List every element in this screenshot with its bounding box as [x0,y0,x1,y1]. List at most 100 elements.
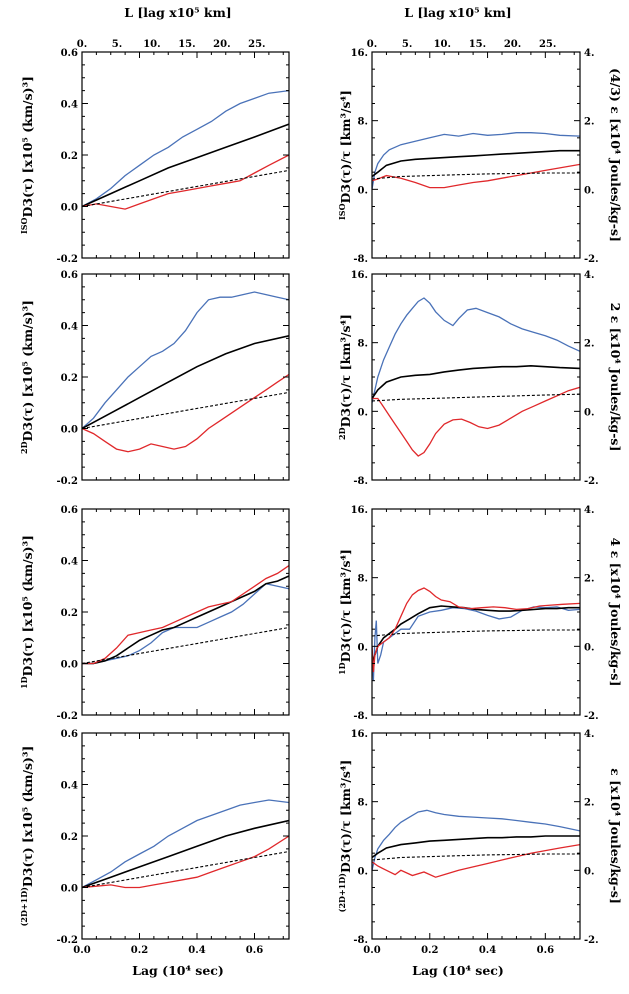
y-axis-label: ISOD3(τ) [x10⁵ (km/s)³] [19,76,35,234]
top-label-left: L [lag x10⁵ km] [124,5,231,20]
y-tick-label: -8. [353,476,368,487]
y-tick-label: 0.2 [61,373,78,384]
y-axis-label: (2D+1D)D3(τ) [x10⁵ (km/s)³] [19,746,35,927]
series-dashed-line [372,853,580,861]
right-tick-label: 0. [584,185,594,196]
x-tick-label: 0.4 [188,945,205,956]
y-tick-label: 0.2 [61,608,78,619]
right-tick-label: 0. [584,642,594,653]
y-tick-label: 0. [358,407,368,418]
series-blue-line [372,606,580,681]
series-black-line [372,149,580,178]
y-label-prefix: (2D+1D) [337,873,347,912]
top-tick-label: 20. [213,39,230,50]
y-tick-label: 0.6 [61,270,78,281]
panels: 0. 5. 10. 15. 20. 25.-0.20.00.20.40.6ISOD3(τ)… [19,39,623,956]
series-dashed-line [372,629,580,637]
series-black-line [372,835,580,859]
series-black-line [82,123,289,208]
y-axis-label: 2DD3(τ) [x10⁵ (km/s)³] [19,300,35,454]
y-tick-label: 0. [358,642,368,653]
series-blue-line [372,809,580,871]
y-label-prefix: (2D+1D) [19,887,29,926]
y-tick-label: -8. [353,935,368,946]
y-tick-label: 0.4 [61,100,78,111]
y-label-prefix: 2D [19,441,29,454]
series-blue-line [82,291,289,429]
top-tick-label: 15. [469,39,486,50]
top-tick-label: 20. [504,39,521,50]
series-dashed-line [372,172,580,180]
series-dashed-line [82,391,289,430]
panel-left-4: 0.0 0.2 0.4 0.6-0.20.00.20.40.6(2D+1D)D3(τ)… [19,729,290,956]
y-tick-label: 0.6 [61,505,78,516]
panel-right-3: -8. 0. 8. 16. -2. 0. 2. 4. 1DD3(τ)/τ [km³/s⁴] 4 ε… [337,505,623,722]
y-label-text: D3(τ)/τ [km³/s⁴] [338,314,353,427]
series-blue-line [82,582,289,665]
y-tick-label: -8. [353,254,368,265]
y-label-prefix: ISO [337,203,347,220]
panel-right-2: -8. 0. 8. 16. -2. 0. 2. 4. 2DD3(τ)/τ [km³/s⁴] 2 ε… [337,270,623,487]
right-tick-label: -2. [584,254,599,265]
y-tick-label: 8. [358,117,368,128]
series-dashed-line [82,850,289,889]
y-tick-label: 16. [351,505,368,516]
y-tick-label: 16. [351,48,368,59]
y-tick-label: 0. [358,866,368,877]
top-tick-label: 0. [367,39,377,50]
right-tick-label: 0. [584,866,594,877]
series-red-line [82,835,289,889]
right-axis-label: (4/3) ε [x10⁴ Joules/kg-s] [608,68,623,242]
y-tick-label: 0.0 [61,660,78,671]
y-axis-label: (2D+1D)D3(τ)/τ [km³/s⁴] [337,760,353,913]
y-tick-label: 0.2 [61,151,78,162]
x-tick-label: 0.2 [421,945,438,956]
y-tick-label: 0. [358,185,368,196]
y-tick-label: 0.4 [61,781,78,792]
plot-frame [81,273,290,481]
y-axis-label: 1DD3(τ) [x10⁵ (km/s)³] [19,535,35,689]
top-tick-label: 5. [112,39,122,50]
right-tick-label: 4. [584,729,594,740]
y-tick-label: 0.4 [61,322,78,333]
y-tick-label: 0.4 [61,557,78,568]
right-tick-label: -2. [584,935,599,946]
right-axis-label: ε [x10⁴ Joules/kg-s] [608,768,623,904]
y-label-prefix: 2D [337,427,347,440]
top-tick-label: 0. [77,39,87,50]
right-axis-label: 2 ε [x10⁴ Joules/kg-s] [608,303,623,452]
y-tick-label: 16. [351,270,368,281]
right-tick-label: 2. [584,339,594,350]
top-label-right: L [lag x10⁵ km] [404,5,511,20]
panel-right-4: 0.0 0.2 0.4 0.6 -8. 0. 8. 16. -2. 0. 2. 4. (2D+1D)D3… [337,729,623,956]
y-axis-label: 2DD3(τ)/τ [km³/s⁴] [337,314,353,440]
y-axis-label: ISOD3(τ)/τ [km³/s⁴] [337,90,353,220]
right-tick-label: 2. [584,798,594,809]
right-tick-label: 2. [584,117,594,128]
series-black-line [82,819,289,889]
y-tick-label: 0.2 [61,832,78,843]
bottom-label-right: Lag (10⁴ sec) [412,963,504,978]
series-dashed-line [82,626,289,665]
y-label-text: D3(τ) [x10⁵ (km/s)³] [20,76,35,217]
right-tick-label: 0. [584,407,594,418]
top-tick-label: 15. [178,39,195,50]
y-label-prefix: 1D [19,676,29,689]
series-red-line [372,843,580,878]
y-tick-label: -0.2 [56,711,78,722]
series-black-line [82,575,289,665]
series-red-line [372,386,580,457]
x-tick-label: 0.4 [479,945,496,956]
y-tick-label: 8. [358,798,368,809]
y-tick-label: 8. [358,339,368,350]
x-tick-label: 0.0 [363,945,380,956]
y-tick-label: -0.2 [56,476,78,487]
series-black-line [82,335,289,430]
bottom-label-left: Lag (10⁴ sec) [132,963,224,978]
series-blue-line [82,799,289,889]
right-tick-label: -2. [584,711,599,722]
series-dashed-line [82,169,289,208]
right-tick-label: 2. [584,574,594,585]
right-axis-label: 4 ε [x10⁴ Joules/kg-s] [608,538,623,687]
